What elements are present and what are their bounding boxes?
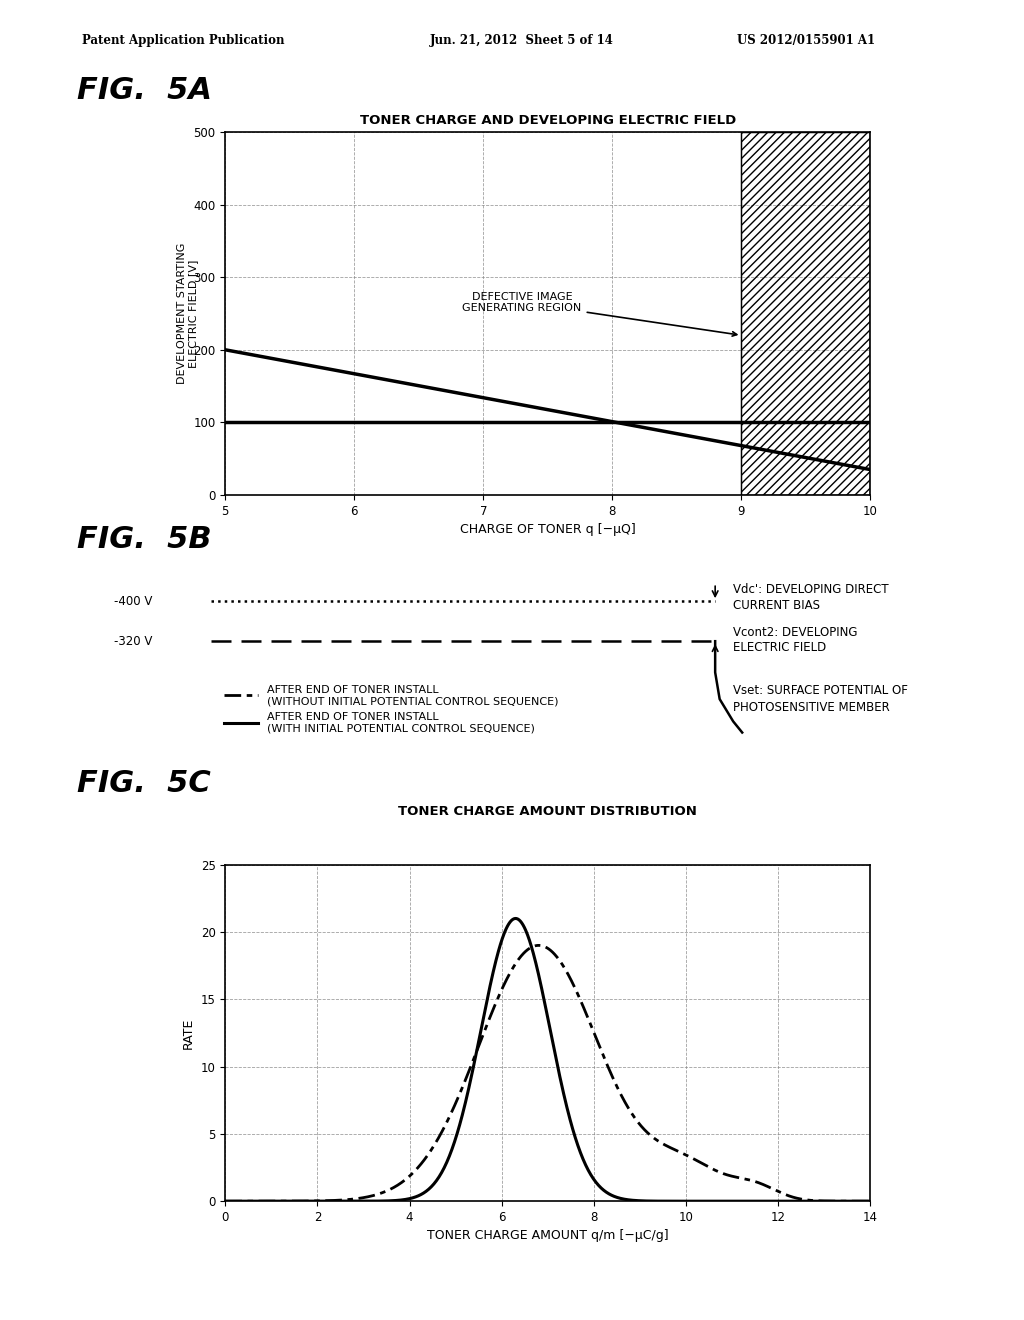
Text: -400 V: -400 V <box>114 594 152 607</box>
X-axis label: TONER CHARGE AMOUNT q/m [−μC/g]: TONER CHARGE AMOUNT q/m [−μC/g] <box>427 1229 669 1242</box>
Text: FIG.  5B: FIG. 5B <box>77 525 211 554</box>
Text: FIG.  5A: FIG. 5A <box>77 77 212 106</box>
Title: TONER CHARGE AND DEVELOPING ELECTRIC FIELD: TONER CHARGE AND DEVELOPING ELECTRIC FIE… <box>359 114 736 127</box>
Text: US 2012/0155901 A1: US 2012/0155901 A1 <box>737 34 876 48</box>
Text: Jun. 21, 2012  Sheet 5 of 14: Jun. 21, 2012 Sheet 5 of 14 <box>430 34 614 48</box>
Text: CURRENT BIAS: CURRENT BIAS <box>733 599 820 612</box>
Y-axis label: RATE: RATE <box>182 1018 196 1048</box>
Text: DEFECTIVE IMAGE
GENERATING REGION: DEFECTIVE IMAGE GENERATING REGION <box>463 292 737 337</box>
Text: Vcont2: DEVELOPING: Vcont2: DEVELOPING <box>733 626 858 639</box>
Bar <box>741 132 870 495</box>
Text: ELECTRIC FIELD: ELECTRIC FIELD <box>733 642 826 655</box>
Legend: AFTER END OF TONER INSTALL
(WITHOUT INITIAL POTENTIAL CONTROL SEQUENCE), AFTER E: AFTER END OF TONER INSTALL (WITHOUT INIT… <box>224 685 558 734</box>
Text: FIG.  5C: FIG. 5C <box>77 770 211 799</box>
Title: TONER CHARGE AMOUNT DISTRIBUTION: TONER CHARGE AMOUNT DISTRIBUTION <box>398 805 697 817</box>
Y-axis label: DEVELOPMENT STARTING
ELECTRIC FIELD [V]: DEVELOPMENT STARTING ELECTRIC FIELD [V] <box>177 243 199 384</box>
Text: -320 V: -320 V <box>114 635 152 648</box>
Text: PHOTOSENSITIVE MEMBER: PHOTOSENSITIVE MEMBER <box>733 701 890 714</box>
Text: Vdc': DEVELOPING DIRECT: Vdc': DEVELOPING DIRECT <box>733 583 889 597</box>
Text: Vset: SURFACE POTENTIAL OF: Vset: SURFACE POTENTIAL OF <box>733 684 908 697</box>
Text: Patent Application Publication: Patent Application Publication <box>82 34 285 48</box>
Bar <box>741 132 870 495</box>
X-axis label: CHARGE OF TONER q [−μQ]: CHARGE OF TONER q [−μQ] <box>460 523 636 536</box>
